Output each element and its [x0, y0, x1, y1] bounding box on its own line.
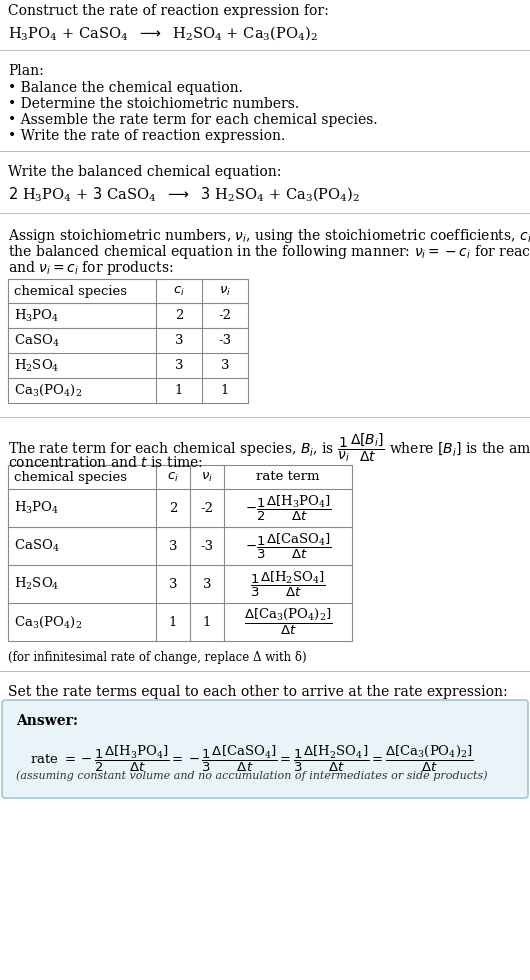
- Text: 2: 2: [169, 502, 177, 514]
- Text: -3: -3: [218, 334, 232, 347]
- Text: concentration and $t$ is time:: concentration and $t$ is time:: [8, 455, 203, 470]
- Text: (assuming constant volume and no accumulation of intermediates or side products): (assuming constant volume and no accumul…: [16, 770, 488, 780]
- Text: 1: 1: [175, 384, 183, 397]
- Text: 3: 3: [175, 359, 183, 372]
- Text: • Determine the stoichiometric numbers.: • Determine the stoichiometric numbers.: [8, 97, 299, 111]
- Text: 3: 3: [169, 577, 177, 591]
- Text: (for infinitesimal rate of change, replace Δ with δ): (for infinitesimal rate of change, repla…: [8, 651, 307, 664]
- FancyBboxPatch shape: [2, 700, 528, 798]
- Text: and $\nu_i = c_i$ for products:: and $\nu_i = c_i$ for products:: [8, 259, 173, 277]
- Text: 3: 3: [203, 577, 211, 591]
- Text: $\mathregular{H_3PO_4}$: $\mathregular{H_3PO_4}$: [14, 500, 59, 516]
- Text: 1: 1: [221, 384, 229, 397]
- Text: 3: 3: [175, 334, 183, 347]
- Text: -2: -2: [218, 309, 232, 322]
- Text: $-\dfrac{1}{3}\dfrac{\Delta[\mathregular{CaSO_4}]}{\Delta t}$: $-\dfrac{1}{3}\dfrac{\Delta[\mathregular…: [244, 531, 331, 561]
- Text: $\nu_i$: $\nu_i$: [201, 470, 213, 483]
- Text: $-\dfrac{1}{2}\dfrac{\Delta[\mathregular{H_3PO_4}]}{\Delta t}$: $-\dfrac{1}{2}\dfrac{\Delta[\mathregular…: [245, 493, 331, 522]
- Text: • Balance the chemical equation.: • Balance the chemical equation.: [8, 81, 243, 95]
- Text: The rate term for each chemical species, $B_i$, is $\dfrac{1}{\nu_i}\dfrac{\Delt: The rate term for each chemical species,…: [8, 431, 530, 464]
- Text: 1: 1: [203, 615, 211, 628]
- Text: $c_i$: $c_i$: [173, 284, 185, 298]
- Text: 2: 2: [175, 309, 183, 322]
- Text: 1: 1: [169, 615, 177, 628]
- Text: -2: -2: [200, 502, 214, 514]
- Text: rate $= -\dfrac{1}{2}\dfrac{\Delta[\mathregular{H_3PO_4}]}{\Delta t} = -\dfrac{1: rate $= -\dfrac{1}{2}\dfrac{\Delta[\math…: [30, 744, 474, 774]
- Text: 3: 3: [221, 359, 229, 372]
- Text: $\mathregular{H_2SO_4}$: $\mathregular{H_2SO_4}$: [14, 358, 59, 373]
- Text: 3: 3: [169, 540, 177, 553]
- Text: $\dfrac{\Delta[\mathregular{Ca_3(PO_4)_2}]}{\Delta t}$: $\dfrac{\Delta[\mathregular{Ca_3(PO_4)_2…: [244, 607, 332, 637]
- Text: $\mathregular{Ca_3(PO_4)_2}$: $\mathregular{Ca_3(PO_4)_2}$: [14, 614, 82, 629]
- Bar: [8, 279, 248, 403]
- Text: $\mathregular{Ca_3(PO_4)_2}$: $\mathregular{Ca_3(PO_4)_2}$: [14, 383, 82, 398]
- Text: Assign stoichiometric numbers, $\nu_i$, using the stoichiometric coefficients, $: Assign stoichiometric numbers, $\nu_i$, …: [8, 227, 530, 245]
- Text: $\mathregular{CaSO_4}$: $\mathregular{CaSO_4}$: [14, 332, 59, 349]
- Bar: [8, 465, 352, 641]
- Text: -3: -3: [200, 540, 214, 553]
- Text: Write the balanced chemical equation:: Write the balanced chemical equation:: [8, 165, 281, 179]
- Text: Answer:: Answer:: [16, 714, 78, 728]
- Text: chemical species: chemical species: [14, 284, 127, 298]
- Text: $\nu_i$: $\nu_i$: [219, 284, 231, 298]
- Text: Construct the rate of reaction expression for:: Construct the rate of reaction expressio…: [8, 4, 329, 18]
- Text: Plan:: Plan:: [8, 64, 44, 78]
- Text: chemical species: chemical species: [14, 470, 127, 483]
- Text: rate term: rate term: [256, 470, 320, 483]
- Text: $\mathregular{H_2SO_4}$: $\mathregular{H_2SO_4}$: [14, 576, 59, 592]
- Text: $2\ \mathregular{H_3PO_4}$ + $3\ \mathregular{CaSO_4}$  $\longrightarrow$  $3\ \: $2\ \mathregular{H_3PO_4}$ + $3\ \mathre…: [8, 185, 360, 203]
- Text: $\mathregular{CaSO_4}$: $\mathregular{CaSO_4}$: [14, 538, 59, 554]
- Text: Set the rate terms equal to each other to arrive at the rate expression:: Set the rate terms equal to each other t…: [8, 685, 508, 699]
- Text: $c_i$: $c_i$: [167, 470, 179, 483]
- Text: $\dfrac{1}{3}\dfrac{\Delta[\mathregular{H_2SO_4}]}{\Delta t}$: $\dfrac{1}{3}\dfrac{\Delta[\mathregular{…: [250, 569, 326, 599]
- Text: • Assemble the rate term for each chemical species.: • Assemble the rate term for each chemic…: [8, 113, 377, 127]
- Text: the balanced chemical equation in the following manner: $\nu_i = -c_i$ for react: the balanced chemical equation in the fo…: [8, 243, 530, 261]
- Text: • Write the rate of reaction expression.: • Write the rate of reaction expression.: [8, 129, 285, 143]
- Text: $\mathregular{H_3PO_4}$: $\mathregular{H_3PO_4}$: [14, 308, 59, 323]
- Text: $\mathregular{H_3PO_4}$ + $\mathregular{CaSO_4}$  $\longrightarrow$  $\mathregul: $\mathregular{H_3PO_4}$ + $\mathregular{…: [8, 24, 318, 42]
